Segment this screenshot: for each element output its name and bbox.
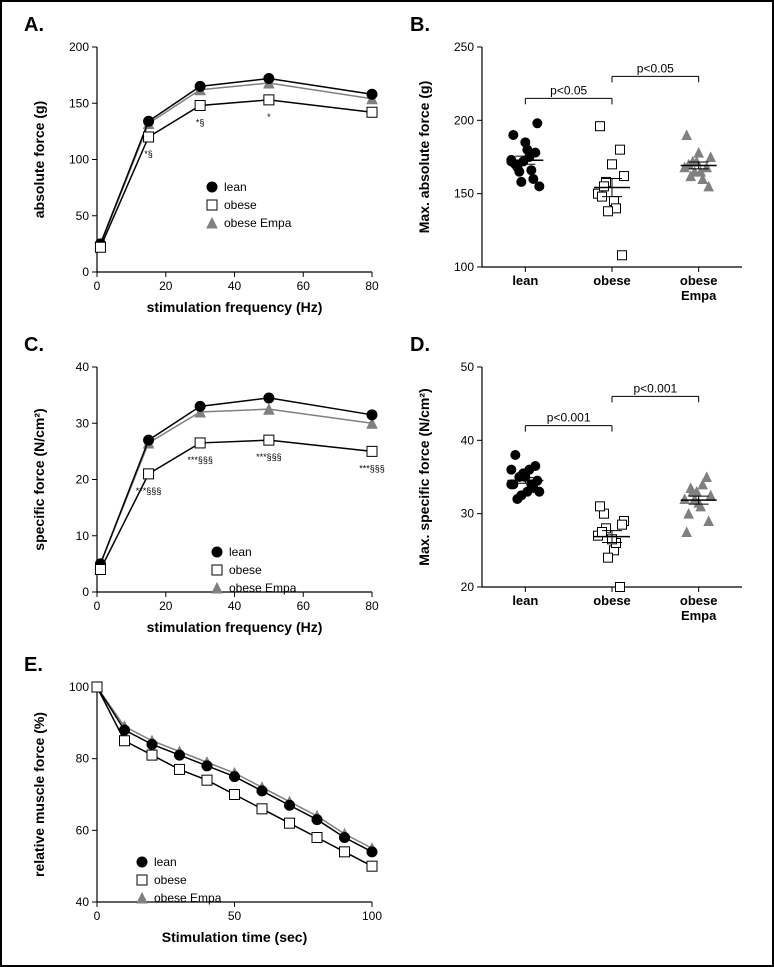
svg-text:50: 50 <box>76 209 90 223</box>
svg-text:20: 20 <box>159 279 173 293</box>
svg-text:0: 0 <box>94 909 101 923</box>
svg-text:obese: obese <box>680 593 718 608</box>
svg-text:relative muscle force (%): relative muscle force (%) <box>31 712 47 877</box>
svg-text:lean: lean <box>512 273 538 288</box>
svg-text:obese: obese <box>229 563 262 577</box>
svg-text:100: 100 <box>362 909 382 923</box>
svg-text:60: 60 <box>297 279 311 293</box>
svg-text:***§§§: ***§§§ <box>136 486 162 496</box>
svg-text:50: 50 <box>461 360 475 374</box>
svg-text:***§§§: ***§§§ <box>256 452 282 462</box>
svg-text:10: 10 <box>76 529 90 543</box>
svg-text:*: * <box>267 112 271 122</box>
svg-text:lean: lean <box>512 593 538 608</box>
svg-text:30: 30 <box>461 507 475 521</box>
panel-b: 100 150 200 250 Max. absolute force (g) lean o… <box>407 27 757 327</box>
svg-text:obese Empa: obese Empa <box>224 216 292 230</box>
svg-text:obese Empa: obese Empa <box>229 581 297 595</box>
svg-text:150: 150 <box>454 187 474 201</box>
svg-text:40: 40 <box>76 360 90 374</box>
svg-text:specific force (N/cm²): specific force (N/cm²) <box>31 408 47 550</box>
svg-text:20: 20 <box>159 599 173 613</box>
svg-text:80: 80 <box>365 599 379 613</box>
svg-text:60: 60 <box>297 599 311 613</box>
svg-text:200: 200 <box>454 113 474 127</box>
svg-text:p<0.001: p<0.001 <box>547 411 591 425</box>
svg-text:60: 60 <box>76 823 90 837</box>
svg-text:150: 150 <box>69 96 89 110</box>
svg-text:50: 50 <box>228 909 242 923</box>
panel-e: 0 50 100 40 60 80 100 Stimulation time (sec) rel… <box>22 667 392 957</box>
svg-text:30: 30 <box>76 416 90 430</box>
svg-text:obese: obese <box>154 873 187 887</box>
svg-text:40: 40 <box>228 599 242 613</box>
svg-text:40: 40 <box>76 895 90 909</box>
svg-text:lean: lean <box>229 545 252 559</box>
svg-text:stimulation frequency (Hz): stimulation frequency (Hz) <box>147 619 323 635</box>
svg-text:***§§§: ***§§§ <box>187 455 213 465</box>
panel-a: 0 20 40 60 80 0 50 100 150 200 stimulation frequen… <box>22 27 392 327</box>
svg-text:100: 100 <box>454 260 474 274</box>
svg-text:***§§§: ***§§§ <box>359 463 385 473</box>
svg-text:stimulation frequency (Hz): stimulation frequency (Hz) <box>147 299 323 315</box>
svg-text:250: 250 <box>454 40 474 54</box>
svg-text:80: 80 <box>365 279 379 293</box>
svg-text:obese Empa: obese Empa <box>154 891 222 905</box>
panel-d: 20 30 40 50 Max. specific force (N/cm²) lean o… <box>407 347 757 647</box>
svg-text:40: 40 <box>461 433 475 447</box>
panel-c: 0 20 40 60 80 0 10 20 30 40 stimulation frequency … <box>22 347 392 647</box>
svg-text:Stimulation time (sec): Stimulation time (sec) <box>162 929 307 945</box>
svg-text:0: 0 <box>94 279 101 293</box>
svg-text:p<0.05: p<0.05 <box>637 61 674 75</box>
svg-text:*§: *§ <box>144 149 153 159</box>
svg-text:20: 20 <box>76 473 90 487</box>
svg-text:*§: *§ <box>196 118 205 128</box>
svg-text:p<0.05: p<0.05 <box>550 83 587 97</box>
svg-text:100: 100 <box>69 153 89 167</box>
svg-text:20: 20 <box>461 580 475 594</box>
svg-text:Max. absolute force (g): Max. absolute force (g) <box>416 81 432 233</box>
svg-text:obese: obese <box>593 593 631 608</box>
svg-text:lean: lean <box>224 180 247 194</box>
svg-text:obese: obese <box>680 273 718 288</box>
svg-text:0: 0 <box>82 585 89 599</box>
svg-text:Empa: Empa <box>681 608 717 623</box>
svg-text:0: 0 <box>82 265 89 279</box>
svg-text:0: 0 <box>94 599 101 613</box>
svg-text:lean: lean <box>154 855 177 869</box>
svg-text:100: 100 <box>69 680 89 694</box>
svg-text:Empa: Empa <box>681 288 717 303</box>
svg-text:obese: obese <box>593 273 631 288</box>
svg-text:200: 200 <box>69 40 89 54</box>
svg-text:40: 40 <box>228 279 242 293</box>
svg-text:absolute force (g): absolute force (g) <box>31 101 47 218</box>
svg-text:Max. specific force (N/cm²): Max. specific force (N/cm²) <box>416 388 432 565</box>
svg-text:obese: obese <box>224 198 257 212</box>
svg-text:p<0.001: p<0.001 <box>633 381 677 395</box>
svg-text:80: 80 <box>76 752 90 766</box>
